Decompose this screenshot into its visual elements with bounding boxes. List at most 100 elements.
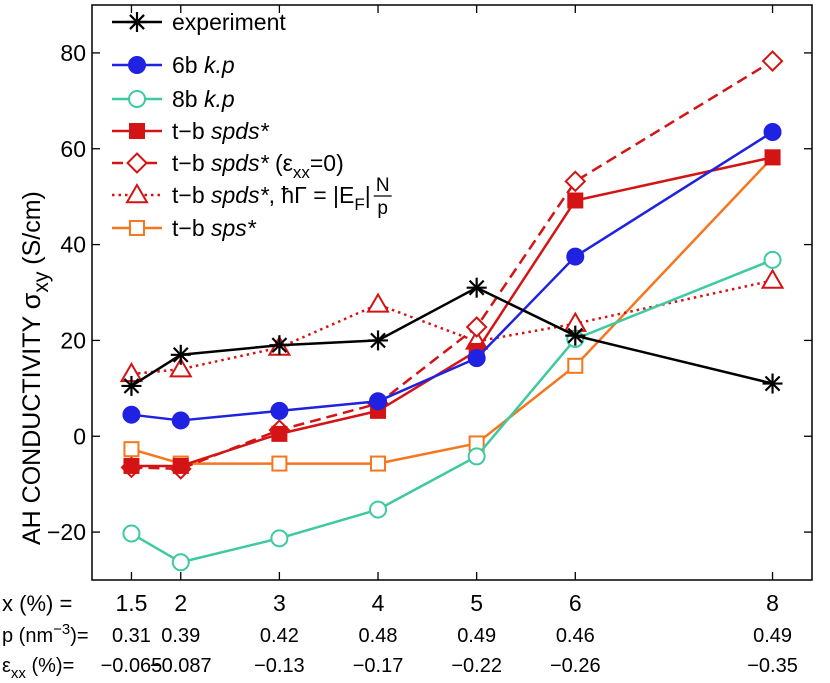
data-point bbox=[123, 441, 140, 458]
bottom-row-value: 5 bbox=[470, 590, 483, 616]
bottom-row-value: −0.087 bbox=[150, 655, 212, 677]
bottom-row-value: −0.22 bbox=[451, 655, 502, 677]
data-point bbox=[271, 337, 288, 354]
plot-border bbox=[91, 4, 813, 581]
legend-label: 8b k.p bbox=[172, 86, 235, 112]
bottom-row-value: −0.26 bbox=[550, 655, 601, 677]
legend-label: t−b sps* bbox=[172, 215, 257, 241]
legend-entry: t−b sps* bbox=[112, 215, 257, 241]
bottom-row-value: 3 bbox=[273, 590, 286, 616]
data-point bbox=[123, 457, 140, 474]
bottom-value-rows: x (%) = 1.5 2 3 4 5 6 8 p (nm−3)= 0.31 0.39 0.42 0.4… bbox=[2, 590, 798, 682]
data-point bbox=[369, 392, 388, 411]
data-point bbox=[468, 279, 485, 296]
bottom-row-value: 1.5 bbox=[115, 590, 147, 616]
data-point bbox=[169, 357, 193, 378]
legend-entry: 8b k.p bbox=[112, 86, 235, 112]
legend-frac-numerator: N bbox=[376, 175, 390, 196]
data-point bbox=[171, 553, 190, 572]
y-tick-label: −20 bbox=[47, 519, 86, 545]
bottom-row-value: 8 bbox=[766, 590, 779, 616]
y-tick-label: 0 bbox=[73, 423, 86, 449]
y-axis-title: AH CONDUCTIVITY σxy (S/cm) bbox=[16, 191, 53, 545]
data-point bbox=[123, 378, 140, 394]
series-experiment bbox=[121, 277, 783, 396]
bottom-row-value: 4 bbox=[372, 590, 385, 616]
data-point bbox=[366, 292, 390, 313]
y-tick-label: 20 bbox=[60, 327, 86, 353]
data-point bbox=[764, 375, 781, 392]
data-point bbox=[764, 149, 781, 166]
data-point bbox=[465, 316, 488, 338]
legend-label: 6b k.p bbox=[172, 52, 235, 78]
bottom-row-value: 0.48 bbox=[359, 625, 398, 647]
bottom-row-value: 0.31 bbox=[112, 625, 151, 647]
data-point bbox=[122, 524, 141, 543]
bottom-row-value: 0.42 bbox=[260, 625, 299, 647]
legend-label: experiment bbox=[172, 9, 286, 35]
legend-entry: t−b spds* (εxx=0) bbox=[112, 150, 344, 182]
data-point bbox=[125, 183, 149, 204]
data-point bbox=[369, 500, 388, 519]
bottom-row-value: −0.13 bbox=[254, 655, 305, 677]
bottom-row: p (nm−3)= 0.31 0.39 0.42 0.48 0.49 0.46 0.49 bbox=[2, 621, 792, 647]
data-point bbox=[567, 327, 584, 344]
legend-entry: 6b k.p bbox=[112, 52, 235, 78]
data-point bbox=[122, 405, 141, 424]
bottom-row-value: −0.065 bbox=[101, 655, 163, 677]
data-point bbox=[171, 411, 190, 430]
data-point bbox=[270, 529, 289, 548]
bottom-row-label: p (nm−3)= bbox=[2, 621, 89, 647]
data-point bbox=[566, 247, 585, 266]
legend-entry: t−b spds* bbox=[112, 118, 270, 144]
data-point bbox=[126, 152, 148, 174]
bottom-row-value: −0.35 bbox=[747, 655, 798, 677]
bottom-row-label: x (%) = bbox=[2, 591, 72, 616]
data-point bbox=[761, 50, 784, 72]
data-point bbox=[567, 357, 584, 374]
legend-label: t−b spds* bbox=[172, 118, 270, 144]
series-t-b-spds-xx-0- bbox=[120, 50, 784, 480]
y-axis-label: AH CONDUCTIVITY σxy (S/cm) bbox=[16, 191, 53, 545]
bottom-row: x (%) = 1.5 2 3 4 5 6 8 bbox=[2, 590, 779, 616]
data-point bbox=[763, 122, 782, 141]
legend-label: t−b spds*, ħΓ = |EF| bbox=[172, 182, 371, 214]
legend-entry: experiment bbox=[112, 9, 286, 35]
bottom-row-value: 0.49 bbox=[457, 625, 496, 647]
bottom-row-value: 0.49 bbox=[753, 625, 792, 647]
series-line bbox=[130, 258, 774, 564]
data-point bbox=[172, 457, 189, 474]
series-6b-k-p bbox=[122, 122, 782, 430]
data-point bbox=[128, 90, 146, 108]
data-point bbox=[128, 56, 146, 74]
data-point bbox=[467, 349, 486, 368]
data-point bbox=[270, 401, 289, 420]
data-point bbox=[370, 332, 386, 349]
data-point bbox=[129, 14, 145, 30]
data-point bbox=[567, 192, 584, 209]
series-layer bbox=[119, 50, 785, 572]
y-tick-label: 40 bbox=[60, 232, 86, 258]
bottom-row-value: 0.39 bbox=[161, 625, 200, 647]
bottom-row-value: −0.17 bbox=[353, 655, 404, 677]
data-point bbox=[467, 447, 486, 466]
data-point bbox=[129, 220, 145, 236]
data-point bbox=[763, 250, 782, 269]
legend-entry: t−b spds*, ħΓ = |EF| Np bbox=[112, 175, 392, 219]
bottom-row-label: εxx (%)= bbox=[2, 655, 74, 682]
data-point bbox=[271, 425, 288, 442]
y-tick-label: 80 bbox=[60, 40, 86, 66]
data-point bbox=[370, 455, 387, 472]
data-point bbox=[564, 170, 587, 193]
legend-frac-denominator: p bbox=[377, 198, 388, 219]
bottom-row-value: 2 bbox=[174, 590, 187, 616]
data-point bbox=[129, 123, 145, 139]
plot-frame: −20 0 20 40 60 80 bbox=[47, 4, 813, 581]
y-tick-label: 60 bbox=[60, 136, 86, 162]
bottom-row-value: 6 bbox=[569, 590, 582, 616]
data-point bbox=[760, 268, 785, 289]
data-point bbox=[271, 455, 288, 472]
legend-label: t−b spds* (εxx=0) bbox=[172, 150, 344, 182]
data-point bbox=[172, 346, 189, 363]
